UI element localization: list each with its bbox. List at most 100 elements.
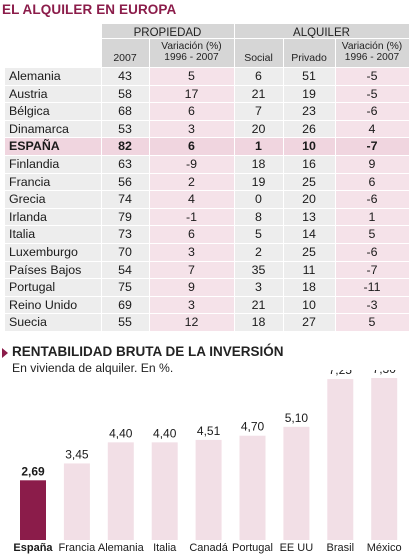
- row-divider: [5, 295, 409, 297]
- cell-privado: 25: [302, 245, 316, 259]
- cell-privado: 13: [302, 209, 316, 224]
- alq-var-column-bg: [335, 67, 409, 331]
- row-country: Portugal: [9, 280, 56, 295]
- rentabilidad-bar-chart: 2,69 España 3,45 Francia 4,40 Alemania 4,40 Ita…: [13, 370, 402, 554]
- cell-social: 21: [251, 86, 266, 101]
- category-label: Portugal: [232, 542, 273, 554]
- row-divider: [5, 190, 409, 192]
- cell-prop-2007: 82: [118, 139, 132, 154]
- cell-prop-2007: 58: [118, 86, 132, 101]
- cell-alq-var: 5: [368, 227, 376, 242]
- row-country: ESPAÑA: [9, 139, 60, 154]
- cell-social: 6: [255, 69, 262, 83]
- cell-privado: 18: [302, 280, 316, 295]
- subheader-privado: Privado: [291, 52, 327, 64]
- cell-social: 3: [255, 280, 262, 295]
- cell-alq-var: 5: [368, 315, 376, 330]
- cell-social: 5: [255, 227, 262, 242]
- cell-alq-var: -11: [363, 280, 381, 295]
- bar-alemania: [107, 442, 134, 540]
- cell-social: 0: [255, 192, 262, 207]
- cell-prop-2007: 70: [118, 245, 132, 259]
- cell-alq-var: -5: [366, 69, 378, 83]
- cell-social: 20: [251, 121, 266, 136]
- cell-prop-var: 4: [188, 192, 195, 207]
- cell-prop-2007: 74: [118, 192, 132, 207]
- column-divider: [283, 38, 284, 331]
- var-line2: 1996 - 2007: [344, 52, 400, 63]
- cell-alq-var: -7: [366, 139, 378, 154]
- cell-prop-var: 6: [188, 139, 195, 154]
- cell-privado: 10: [302, 139, 316, 154]
- bar-portugal: [239, 435, 266, 540]
- cell-prop-var: 3: [188, 121, 195, 136]
- row-country: Italia: [9, 227, 36, 242]
- row-divider: [5, 225, 409, 227]
- header-background: [101, 24, 409, 67]
- row-divider: [5, 207, 409, 209]
- category-label: Italia: [153, 542, 177, 554]
- cell-prop-2007: 73: [118, 227, 132, 242]
- subheader-social: Social: [244, 52, 273, 64]
- cell-alq-var: -6: [366, 104, 378, 119]
- row-country: Alemania: [9, 69, 61, 83]
- cell-alq-var: 9: [368, 157, 376, 171]
- cell-prop-var: 2: [188, 174, 195, 189]
- group-header-alquiler: ALQUILER: [293, 27, 350, 39]
- cell-prop-2007: 68: [118, 104, 132, 119]
- cell-prop-var: 3: [188, 297, 195, 312]
- row-country: Irlanda: [9, 209, 47, 224]
- row-divider: [5, 155, 409, 156]
- row-divider: [5, 278, 409, 280]
- cell-privado: 25: [302, 174, 316, 189]
- value-label: 3,45: [65, 447, 89, 461]
- cell-prop-2007: 75: [118, 280, 132, 295]
- value-label: 4,70: [241, 420, 265, 434]
- row-country: Grecia: [9, 192, 46, 207]
- row-country: Austria: [9, 86, 48, 101]
- cell-social: 8: [255, 209, 262, 224]
- cell-prop-var: 7: [188, 262, 195, 277]
- category-label: México: [367, 542, 402, 554]
- category-label: Brasil: [327, 542, 355, 554]
- cell-prop-var: 6: [188, 104, 195, 119]
- cell-prop-2007: 55: [118, 315, 132, 330]
- cell-prop-2007: 54: [118, 262, 132, 277]
- cell-privado: 23: [302, 104, 316, 119]
- row-country: Suecia: [9, 315, 47, 330]
- cell-social: 2: [255, 245, 262, 259]
- value-label: 4,51: [197, 424, 221, 438]
- cell-privado: 20: [302, 192, 316, 207]
- cell-alq-var: -6: [366, 192, 378, 207]
- category-label: EE UU: [280, 542, 314, 554]
- group-header-propiedad: PROPIEDAD: [133, 27, 202, 39]
- cell-privado: 26: [302, 121, 316, 136]
- cell-privado: 11: [302, 262, 316, 277]
- bar-méxico: [371, 378, 398, 540]
- rental-table: PROPIEDAD ALQUILER 20 0 7 Variación (%) 1996 -…: [5, 24, 409, 331]
- table-title: EL ALQUILER EN EUROPA: [2, 2, 177, 17]
- cell-prop-var: 6: [188, 227, 195, 242]
- cell-social: 1: [255, 139, 262, 154]
- chart-subtitle: En vivienda de alquiler. En %.: [12, 361, 174, 375]
- prop-var-column-bg: [149, 67, 234, 331]
- cell-privado: 51: [302, 69, 316, 83]
- chart-title: RENTABILIDAD BRUTA DE LA INVERSIÓN: [12, 344, 284, 359]
- value-label: 7,30: [373, 370, 397, 376]
- bar-españa: [20, 480, 46, 540]
- cell-alq-var: 1: [368, 209, 376, 224]
- bar-francia: [63, 463, 90, 540]
- bar-canadá: [195, 439, 222, 540]
- row-country: Reino Unido: [9, 297, 78, 312]
- row-divider: [5, 172, 409, 174]
- spain-row-bg: [5, 137, 409, 155]
- cell-social: 18: [251, 315, 266, 330]
- triangle-bullet-icon: [2, 348, 8, 358]
- cell-social: 18: [251, 157, 266, 171]
- row-country: Finlandia: [9, 157, 60, 171]
- cell-prop-var: 12: [184, 315, 199, 330]
- cell-social: 7: [255, 104, 262, 119]
- subheader-alq-variacion: Variación (%) 1996 - 2007: [335, 41, 409, 63]
- cell-prop-2007: 69: [118, 297, 132, 312]
- header-bottom-line: [5, 67, 409, 68]
